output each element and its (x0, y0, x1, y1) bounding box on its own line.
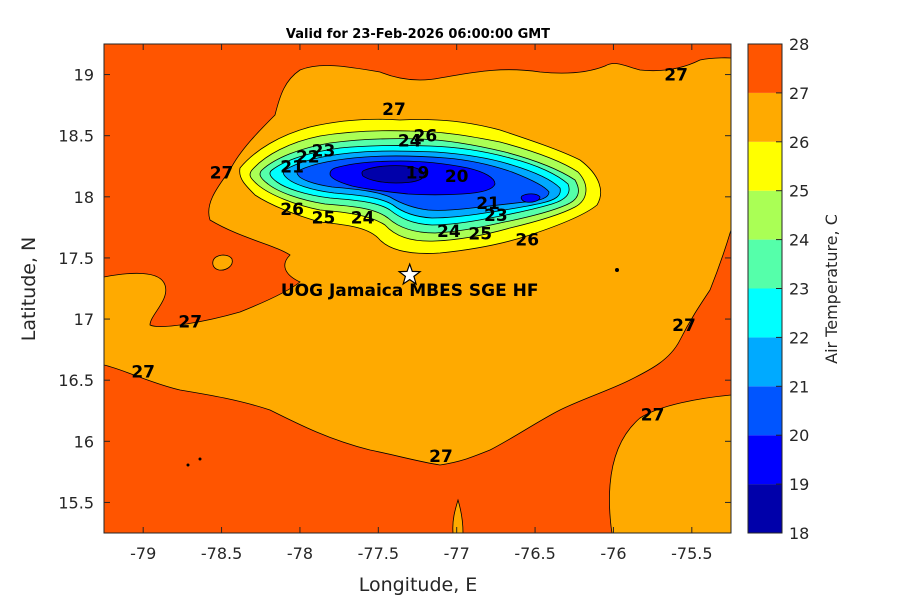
contour-label: 27 (210, 163, 234, 183)
colorbar-tick-label: 24 (789, 231, 809, 250)
tiny-feature (615, 268, 619, 272)
contour-label: 23 (484, 206, 508, 226)
region-26-blob-west (212, 254, 233, 271)
contour-label: 22 (296, 147, 320, 167)
colorbar-tick-label: 22 (789, 328, 809, 347)
y-tick-label: 16.5 (58, 371, 94, 390)
x-tick-label: -78.5 (201, 544, 242, 563)
x-tick-label: -76.5 (514, 544, 555, 563)
contour-label: 19 (406, 163, 430, 183)
x-axis-title: Longitude, E (359, 574, 478, 596)
contour-label: 21 (476, 194, 500, 214)
contour-label: 25 (312, 209, 336, 229)
colorbar-segment (748, 337, 782, 387)
y-axis: 15.5 16 16.5 17 17.5 18 18.5 19 (58, 66, 731, 512)
colorbar-tick-label: 23 (789, 280, 809, 299)
x-tick-label: -77.5 (358, 544, 399, 563)
contour-label: 27 (641, 405, 665, 425)
plot-area: 2727272727272727262626252524242423232221… (104, 44, 731, 533)
colorbar: 18 19 20 21 22 23 24 25 26 27 28 (747, 35, 809, 543)
y-tick-label: 17 (74, 310, 94, 329)
y-tick-label: 19 (74, 66, 94, 85)
region-18 (361, 165, 425, 184)
colorbar-tick-label: 20 (789, 426, 809, 445)
colorbar-tick-label: 21 (789, 377, 809, 396)
contour-label: 21 (280, 157, 304, 177)
contour-label: 27 (672, 316, 696, 336)
colorbar-segment (748, 141, 782, 191)
colorbar-segment (748, 44, 782, 93)
colorbar-title: Air Temperature, C (822, 214, 841, 364)
y-tick-label: 17.5 (58, 249, 94, 268)
contour-labels: 2727272727272727262626252524242423232221… (131, 66, 695, 467)
contour-label: 26 (515, 231, 539, 251)
y-tick-label: 18 (74, 188, 94, 207)
contour-label: 25 (468, 224, 492, 244)
region-east-min (520, 193, 541, 203)
x-tick-label: -76 (600, 544, 626, 563)
tiny-feature (198, 457, 202, 461)
region-26-southeast (609, 394, 731, 533)
contour-label: 24 (437, 222, 461, 242)
contour-label: 27 (178, 313, 202, 333)
contour-label: 26 (414, 127, 438, 147)
plot-frame (103, 43, 732, 534)
contour-label: 24 (398, 132, 422, 152)
station-star-icon (397, 262, 422, 286)
x-tick-label: -79 (130, 544, 156, 563)
station-marker (397, 262, 422, 286)
colorbar-segment (748, 92, 782, 142)
colorbar-segment (748, 288, 782, 338)
contour-label: 23 (312, 141, 336, 161)
contour-label: 27 (131, 363, 155, 383)
contour-label: 27 (429, 447, 453, 467)
x-tick-label: -77 (444, 544, 470, 563)
colorbar-tick-label: 26 (789, 133, 809, 152)
contour-label: 20 (445, 167, 469, 187)
contour-label: 26 (280, 200, 304, 220)
x-axis: -79 -78.5 -78 -77.5 -77 -76.5 -76 -75.5 (130, 44, 713, 563)
colorbar-tick-label: 25 (789, 182, 809, 201)
station-label: UOG Jamaica MBES SGE HF (281, 281, 539, 301)
contour-label: 24 (351, 209, 375, 229)
colorbar-tick-label: 28 (789, 35, 809, 54)
colorbar-segment (748, 386, 782, 436)
y-tick-label: 15.5 (58, 493, 94, 512)
colorbar-tick-label: 27 (789, 84, 809, 103)
x-tick-label: -75.5 (671, 544, 712, 563)
y-tick-label: 16 (74, 432, 94, 451)
colorbar-segment (748, 239, 782, 289)
region-26-south-tongue (452, 498, 464, 533)
y-axis-title: Latitude, N (18, 237, 40, 342)
colorbar-segment (748, 435, 782, 485)
tiny-feature (186, 463, 190, 467)
colorbar-segment (748, 484, 782, 533)
colorbar-tick-label: 18 (789, 524, 809, 543)
y-tick-label: 18.5 (58, 127, 94, 146)
contour-label: 27 (382, 100, 406, 120)
x-tick-label: -78 (287, 544, 313, 563)
colorbar-tick-label: 19 (789, 475, 809, 494)
colorbar-segment (748, 190, 782, 240)
chart-title: Valid for 23-Feb-2026 06:00:00 GMT (286, 27, 550, 42)
contour-label: 27 (664, 66, 688, 86)
